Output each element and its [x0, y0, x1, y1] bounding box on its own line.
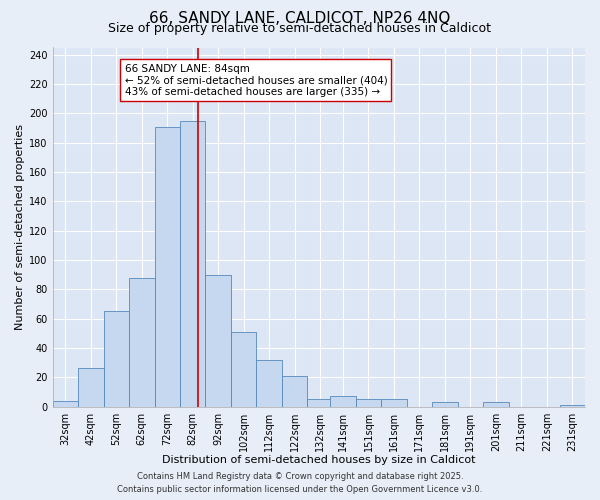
Bar	[282, 376, 307, 406]
Bar	[205, 274, 231, 406]
Text: 66 SANDY LANE: 84sqm
← 52% of semi-detached houses are smaller (404)
43% of semi: 66 SANDY LANE: 84sqm ← 52% of semi-detac…	[125, 64, 387, 97]
Text: Size of property relative to semi-detached houses in Caldicot: Size of property relative to semi-detach…	[109, 22, 491, 35]
Bar	[53, 400, 78, 406]
Bar	[78, 368, 104, 406]
Bar	[256, 360, 282, 406]
Bar	[356, 400, 381, 406]
Bar	[155, 126, 180, 406]
Bar	[560, 405, 585, 406]
Bar	[307, 400, 333, 406]
Text: 66, SANDY LANE, CALDICOT, NP26 4NQ: 66, SANDY LANE, CALDICOT, NP26 4NQ	[149, 11, 451, 26]
X-axis label: Distribution of semi-detached houses by size in Caldicot: Distribution of semi-detached houses by …	[162, 455, 476, 465]
Bar	[432, 402, 458, 406]
Bar	[231, 332, 256, 406]
Bar	[483, 402, 509, 406]
Text: Contains HM Land Registry data © Crown copyright and database right 2025.
Contai: Contains HM Land Registry data © Crown c…	[118, 472, 482, 494]
Bar	[330, 396, 356, 406]
Bar	[180, 121, 205, 406]
Y-axis label: Number of semi-detached properties: Number of semi-detached properties	[15, 124, 25, 330]
Bar	[129, 278, 155, 406]
Bar	[381, 400, 407, 406]
Bar	[104, 312, 129, 406]
